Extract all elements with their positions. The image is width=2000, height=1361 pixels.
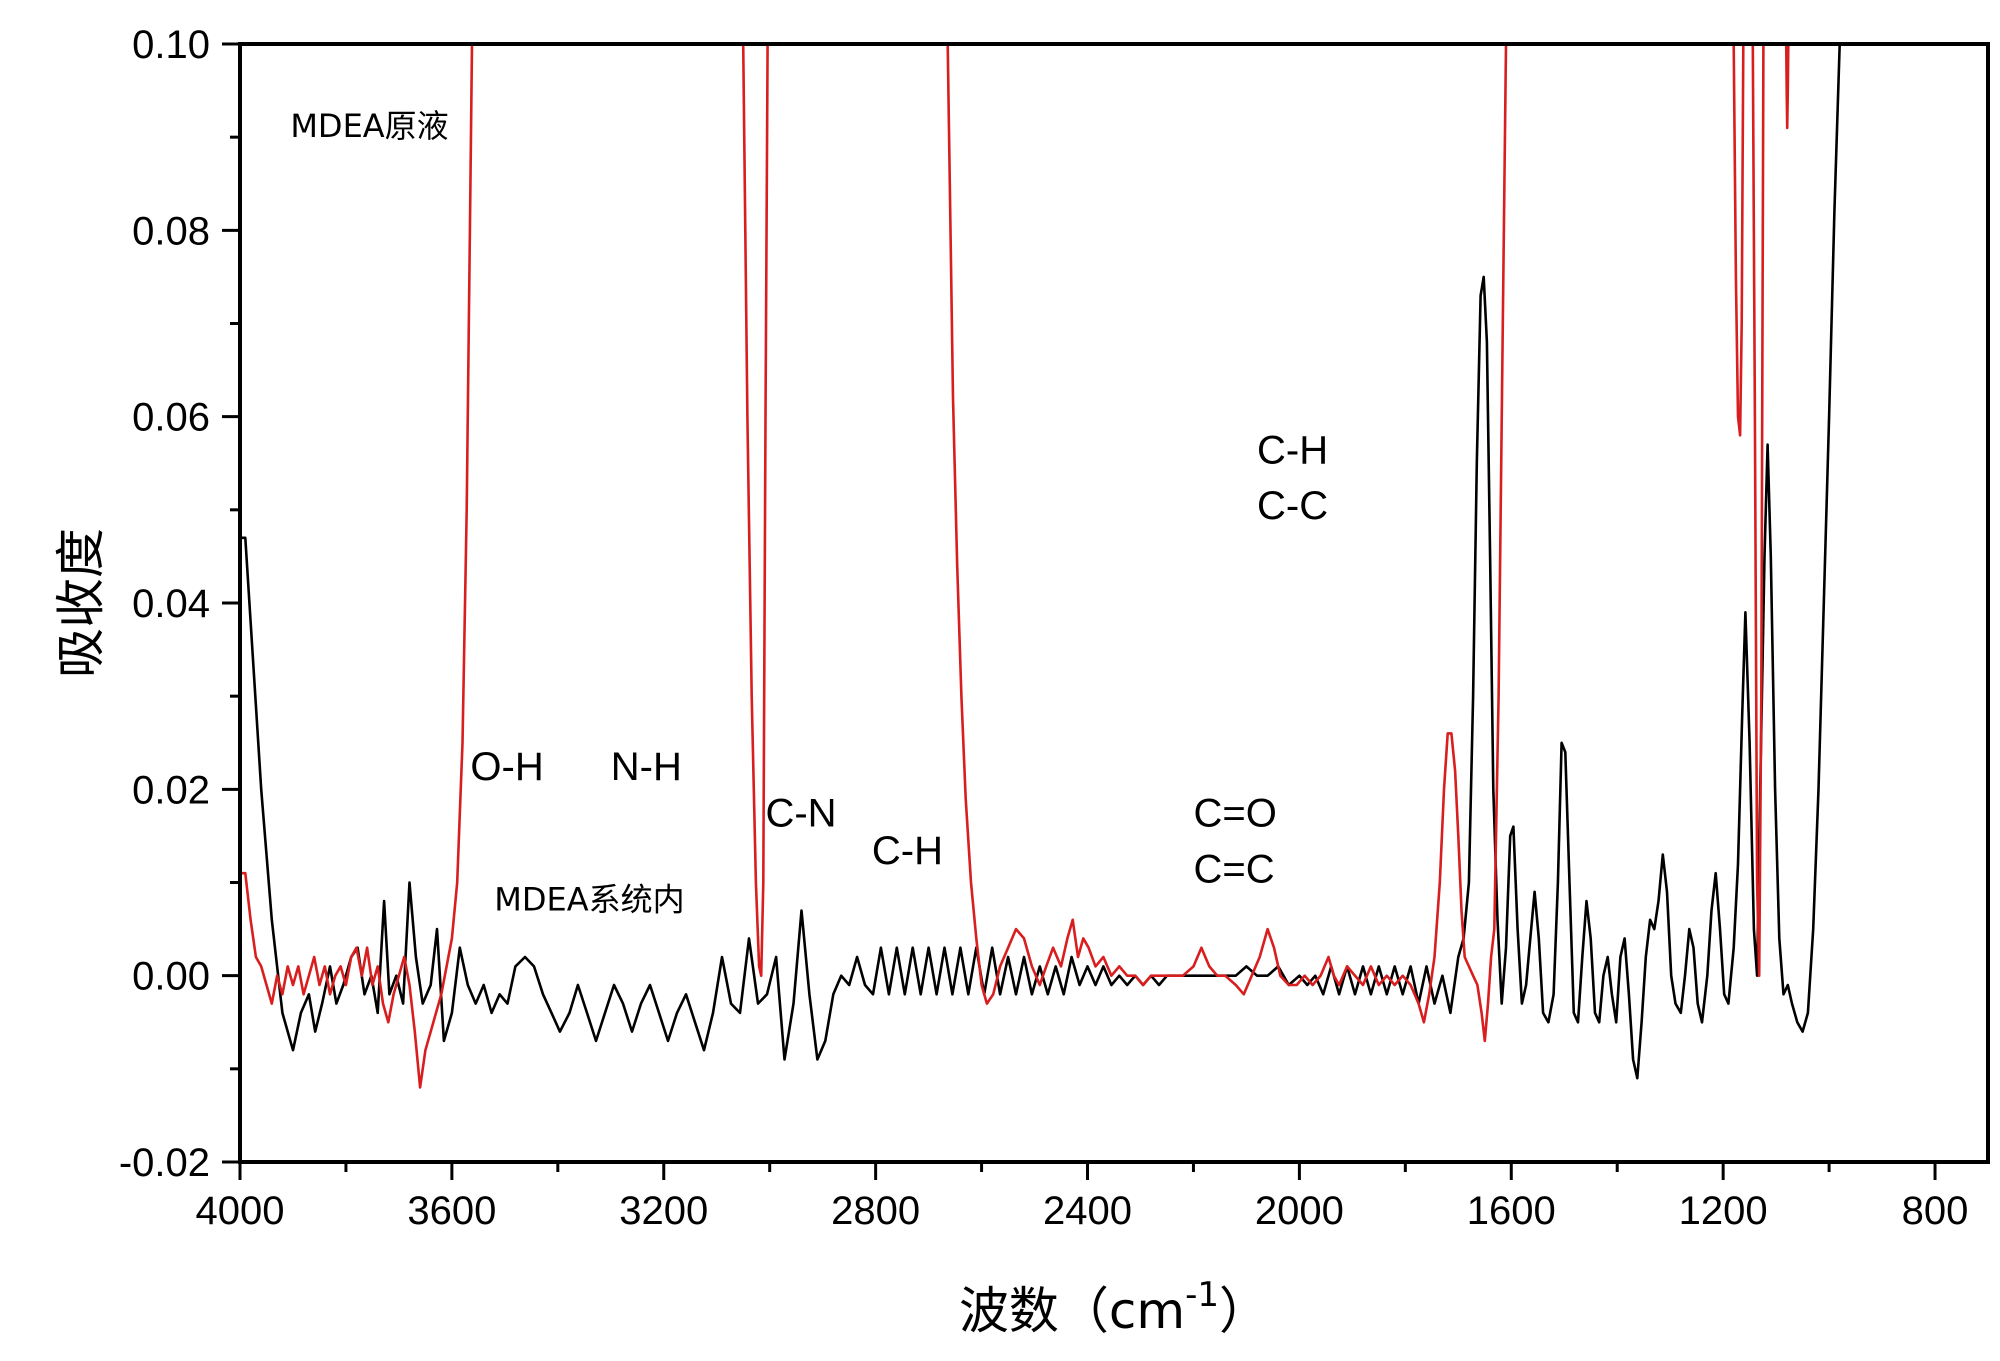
- y-axis-title: 吸收度: [52, 528, 110, 678]
- y-tick-label: 0.08: [132, 209, 210, 253]
- x-tick-label: 800: [1902, 1189, 1969, 1233]
- x-axis: 4000 3600 3200 2800 2400 2000 1600 1200 800: [196, 1162, 1969, 1233]
- peak-annotation: N-H: [611, 745, 682, 789]
- series-line-2: [741, 44, 769, 977]
- series-line-1: [240, 44, 474, 1089]
- y-tick-label: 0.06: [132, 396, 210, 440]
- peak-annotation: C=O: [1193, 792, 1276, 836]
- peak-annotation: C-C: [1257, 484, 1328, 528]
- peak-annotation: MDEA系统内: [494, 880, 684, 918]
- y-tick-label: -0.02: [119, 1141, 210, 1185]
- series-line-0: [240, 44, 1842, 1080]
- x-axis-title-main: 波数（cm: [959, 1282, 1185, 1340]
- series-line-6: [1784, 44, 1790, 130]
- x-tick-label: 3200: [619, 1189, 708, 1233]
- x-tick-label: 2000: [1255, 1189, 1344, 1233]
- x-tick-label: 1200: [1679, 1189, 1768, 1233]
- y-axis: -0.02 0.00 0.02 0.04 0.06 0.08 0.10: [119, 23, 240, 1185]
- y-tick-label: 0.00: [132, 955, 210, 999]
- x-axis-title-superscript: -1: [1185, 1275, 1219, 1315]
- plot-frame: [238, 42, 1990, 1164]
- x-axis-title-close: ）: [1219, 1282, 1269, 1340]
- x-tick-label: 1600: [1467, 1189, 1556, 1233]
- x-tick-label: 2400: [1043, 1189, 1132, 1233]
- peak-annotation: C-H: [1257, 428, 1328, 472]
- x-tick-label: 4000: [196, 1189, 285, 1233]
- peak-annotation: C=C: [1193, 848, 1274, 892]
- x-tick-label: 3600: [407, 1189, 496, 1233]
- series-line-4: [1732, 44, 1745, 437]
- series-line-3: [946, 44, 1508, 1043]
- y-tick-label: 0.04: [132, 582, 210, 626]
- x-tick-label: 2800: [831, 1189, 920, 1233]
- peak-annotation: O-H: [470, 745, 543, 789]
- annotation-layer: MDEA原液 O-H N-H C-N C-H MDEA系统内 C=O C=C C-H C-C: [290, 107, 1328, 918]
- peak-annotation: C-H: [872, 829, 943, 873]
- y-tick-label: 0.10: [132, 23, 210, 67]
- peak-annotation: C-N: [765, 792, 836, 836]
- x-axis-title: 波数（cm-1）: [959, 1275, 1269, 1340]
- y-tick-label: 0.02: [132, 768, 210, 812]
- peak-annotation: MDEA原液: [290, 107, 448, 145]
- series-line-5: [1751, 44, 1765, 977]
- series-layer: [240, 44, 1842, 1089]
